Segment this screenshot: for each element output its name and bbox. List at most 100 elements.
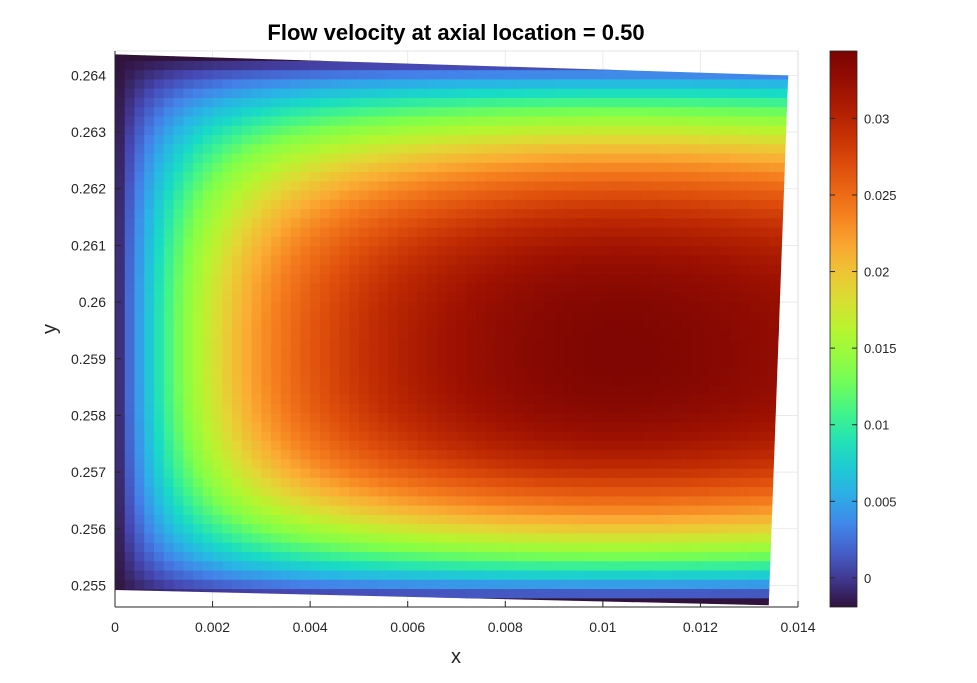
heat-cell <box>758 421 770 432</box>
heat-cell <box>183 356 194 367</box>
heat-cell <box>719 458 731 469</box>
y-axis-label: y <box>39 324 61 334</box>
heat-cell <box>739 569 750 580</box>
heat-cell <box>632 88 643 98</box>
heat-cell <box>485 440 497 451</box>
heat-cell <box>749 542 760 552</box>
heat-cell <box>300 505 311 515</box>
heat-cell <box>476 97 487 108</box>
heat-cell <box>212 375 223 386</box>
heat-cell <box>554 505 565 515</box>
heat-cell <box>495 254 506 265</box>
heat-cell <box>758 125 770 135</box>
heat-cell <box>261 495 272 506</box>
heat-cell <box>515 329 526 339</box>
heat-cell <box>622 301 633 312</box>
heat-cell <box>485 310 497 321</box>
heat-cell <box>241 384 253 395</box>
heat-cell <box>212 356 223 367</box>
heat-cell <box>749 569 760 580</box>
heat-cell <box>446 301 458 312</box>
heat-cell <box>690 190 702 200</box>
heat-cell <box>251 542 262 552</box>
heat-cell <box>466 366 477 376</box>
heat-cell <box>544 162 555 173</box>
heat-cell <box>407 236 419 247</box>
heat-cell <box>358 477 370 488</box>
heat-cell <box>602 449 614 460</box>
heat-cell <box>124 152 136 163</box>
heat-cell <box>417 329 428 339</box>
heat-cell <box>680 542 692 552</box>
heat-cell <box>544 143 555 154</box>
heat-cell <box>456 208 467 219</box>
heat-cell <box>612 356 623 367</box>
heat-cell <box>202 143 214 154</box>
heat-cell <box>193 319 204 330</box>
heat-cell <box>602 338 614 349</box>
heat-cell <box>251 532 262 543</box>
heat-cell <box>407 486 419 497</box>
heat-cell <box>758 162 770 173</box>
heat-cell <box>329 60 341 71</box>
heat-cell <box>466 115 477 126</box>
heat-cell <box>622 523 633 534</box>
heat-cell <box>729 421 741 432</box>
heat-cell <box>290 468 301 478</box>
heat-cell <box>124 403 136 413</box>
heat-cell <box>232 430 243 441</box>
heat-cell <box>456 477 467 488</box>
heat-cell <box>710 597 721 606</box>
heat-cell <box>388 69 399 80</box>
heat-cell <box>358 560 370 571</box>
heat-cell <box>115 190 126 200</box>
heat-cell <box>417 115 428 126</box>
heat-cell <box>134 97 145 108</box>
heat-cell <box>622 375 633 386</box>
heat-cell <box>154 217 165 228</box>
colorbar-tick-label: 0.03 <box>864 111 889 126</box>
heat-cell <box>378 60 389 71</box>
heat-cell <box>602 162 614 173</box>
heat-cell <box>115 125 126 135</box>
heat-cell <box>232 190 243 200</box>
heat-cell <box>700 505 711 515</box>
heat-cell <box>339 384 350 395</box>
heat-cell <box>417 152 428 163</box>
heat-cell <box>534 69 545 80</box>
heat-cell <box>690 514 702 525</box>
heat-cell <box>700 532 711 543</box>
heat-cell <box>271 199 282 210</box>
heat-cell <box>222 208 233 219</box>
heat-cell <box>758 523 770 534</box>
heat-cell <box>271 227 282 237</box>
heat-cell <box>300 329 311 339</box>
heat-cell <box>241 125 253 135</box>
heat-cell <box>710 356 721 367</box>
heat-cell <box>573 162 584 173</box>
heat-cell <box>261 264 272 274</box>
heat-cell <box>768 78 780 89</box>
heat-cell <box>310 468 321 478</box>
heat-cell <box>417 542 428 552</box>
heat-cell <box>407 356 419 367</box>
heat-cell <box>612 597 623 606</box>
heat-cell <box>563 245 575 256</box>
heat-cell <box>202 329 214 339</box>
heat-cell <box>251 199 262 210</box>
heat-cell <box>407 69 419 80</box>
heat-cell <box>173 199 184 210</box>
heat-cell <box>710 69 721 80</box>
heat-cell <box>193 54 204 61</box>
heat-cell <box>290 254 301 265</box>
heat-cell <box>466 347 477 358</box>
heat-cell <box>729 532 741 543</box>
heat-cell <box>427 505 438 515</box>
heat-cell <box>758 430 770 441</box>
heat-cell <box>700 208 711 219</box>
heat-cell <box>563 329 575 339</box>
heat-cell <box>622 449 633 460</box>
heat-cell <box>739 514 750 525</box>
heat-cell <box>241 134 253 145</box>
heat-cell <box>612 69 623 80</box>
